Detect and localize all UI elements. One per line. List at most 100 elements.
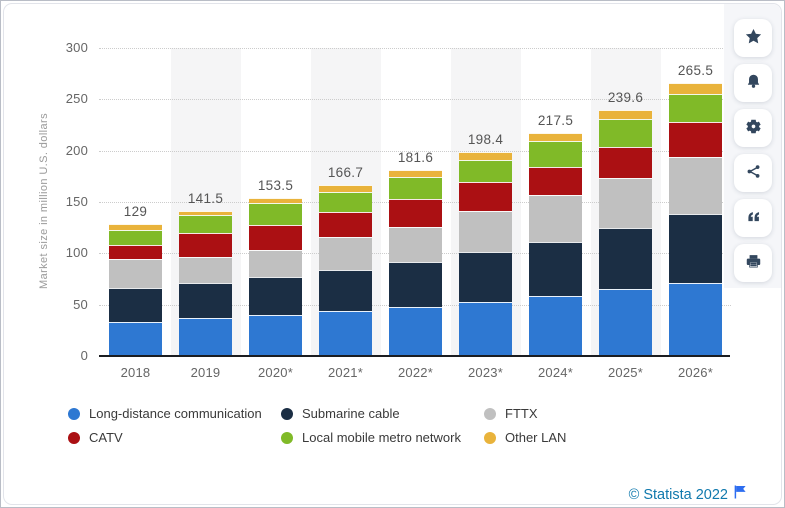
statista-copyright-link[interactable]: © Statista 2022 (628, 486, 728, 503)
bar-segment[interactable] (389, 177, 442, 199)
x-axis-tick-label: 2024* (538, 365, 573, 380)
bar-segment[interactable] (319, 212, 372, 237)
bar-segment[interactable] (529, 296, 582, 356)
bar-segment[interactable] (319, 270, 372, 311)
bar-segment[interactable] (249, 277, 302, 315)
bar-segment[interactable] (599, 110, 652, 119)
bar-segment[interactable] (109, 230, 162, 245)
bar-segment[interactable] (249, 225, 302, 250)
bar-segment[interactable] (669, 283, 722, 356)
legend-item[interactable]: FTTX (484, 406, 538, 421)
bar-segment[interactable] (599, 228, 652, 289)
bar-segment[interactable] (599, 178, 652, 228)
y-gridline (99, 99, 731, 101)
legend-color-dot (68, 431, 80, 444)
bar-segment[interactable] (529, 242, 582, 296)
y-axis-tick-label: 150 (65, 194, 88, 209)
x-axis-tick-label: 2025* (608, 365, 643, 380)
x-axis-tick-label: 2023* (468, 365, 503, 380)
bar-segment[interactable] (389, 199, 442, 227)
legend-item[interactable]: Local mobile metro network (281, 430, 461, 445)
bar-segment[interactable] (249, 203, 302, 225)
bar-segment[interactable] (599, 119, 652, 147)
bar-segment[interactable] (179, 257, 232, 283)
y-axis-tick-label: 50 (73, 296, 88, 312)
bar-total-label: 217.5 (537, 113, 574, 128)
y-axis-tick-label: 250 (65, 91, 88, 107)
bar-segment[interactable] (319, 311, 372, 356)
bar-total-label: 239.6 (607, 90, 644, 105)
share-icon (745, 163, 762, 183)
y-axis-tick-label: 100 (65, 245, 88, 261)
bar-segment[interactable] (179, 283, 232, 318)
bar-segment[interactable] (459, 182, 512, 211)
x-axis-tick-label: 2021* (328, 365, 363, 380)
star-icon (745, 28, 762, 48)
favorite-button[interactable] (734, 19, 772, 57)
bar-segment[interactable] (109, 322, 162, 356)
bar-segment[interactable] (109, 245, 162, 259)
bar-segment[interactable] (529, 141, 582, 167)
legend-color-dot (484, 407, 496, 420)
x-axis-tick-label: 2022* (398, 365, 433, 380)
y-gridline (99, 48, 731, 49)
bar-segment[interactable] (459, 160, 512, 182)
share-button[interactable] (734, 154, 772, 192)
quote-icon (745, 208, 762, 228)
legend-label: FTTX (505, 406, 538, 421)
y-axis-tick-label: 300 (65, 40, 88, 55)
legend-label: Other LAN (505, 430, 567, 445)
print-button[interactable] (734, 244, 772, 282)
alerts-button[interactable] (734, 64, 772, 102)
bar-segment[interactable] (109, 259, 162, 288)
gear-icon (745, 118, 762, 138)
legend-item[interactable]: Long-distance communication (68, 406, 262, 421)
bar-segment[interactable] (389, 307, 442, 356)
bar-segment[interactable] (179, 318, 232, 356)
bar-segment[interactable] (599, 289, 652, 356)
legend-item[interactable]: Other LAN (484, 430, 566, 445)
bar-segment[interactable] (179, 233, 232, 257)
bar-segment[interactable] (459, 152, 512, 160)
bar-segment[interactable] (669, 83, 722, 94)
bar-segment[interactable] (669, 94, 722, 122)
bar-segment[interactable] (319, 192, 372, 212)
bar-total-label: 265.5 (677, 63, 714, 78)
bar-segment[interactable] (669, 157, 722, 214)
bar-segment[interactable] (529, 195, 582, 242)
legend-label: CATV (89, 430, 123, 445)
y-gridline (99, 150, 731, 152)
bell-icon (745, 73, 762, 93)
bar-segment[interactable] (249, 198, 302, 203)
toolbar-panel (724, 4, 781, 288)
bar-segment[interactable] (529, 133, 582, 141)
bar-segment[interactable] (179, 215, 232, 233)
bar-segment[interactable] (109, 288, 162, 322)
x-axis-tick-label: 2026* (678, 365, 713, 380)
bar-segment[interactable] (249, 250, 302, 277)
bar-segment[interactable] (249, 315, 302, 356)
bar-segment[interactable] (389, 227, 442, 262)
legend-item[interactable]: Submarine cable (281, 406, 400, 421)
bar-segment[interactable] (599, 147, 652, 178)
bar-segment[interactable] (669, 122, 722, 157)
bar-segment[interactable] (179, 211, 232, 215)
bar-segment[interactable] (529, 167, 582, 195)
cite-button[interactable] (734, 199, 772, 237)
bar-segment[interactable] (319, 185, 372, 192)
bar-segment[interactable] (459, 252, 512, 302)
bar-total-label: 153.5 (257, 178, 294, 193)
bar-segment[interactable] (319, 237, 372, 270)
settings-button[interactable] (734, 109, 772, 147)
legend-color-dot (281, 407, 293, 420)
bar-segment[interactable] (669, 214, 722, 283)
bar-segment[interactable] (109, 224, 162, 230)
legend-color-dot (281, 431, 293, 444)
chart-card: Market size in million U.S. dollars 0 50 1… (3, 3, 782, 505)
bar-total-label: 198.4 (467, 132, 504, 147)
bar-segment[interactable] (459, 302, 512, 356)
legend-item[interactable]: CATV (68, 430, 123, 445)
bar-segment[interactable] (459, 211, 512, 252)
bar-segment[interactable] (389, 170, 442, 177)
bar-segment[interactable] (389, 262, 442, 307)
